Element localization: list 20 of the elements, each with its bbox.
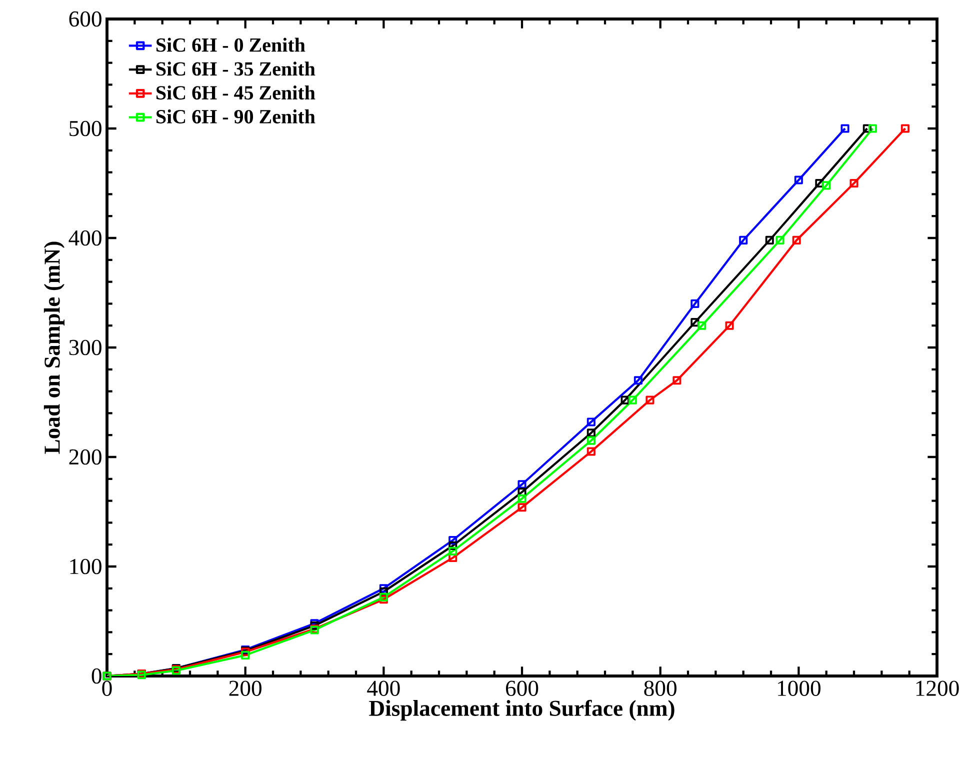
y-tick-label: 200 bbox=[69, 449, 102, 465]
x-tick-label: 1200 bbox=[916, 680, 959, 696]
legend-label: SiC 6H - 0 Zenith bbox=[156, 38, 306, 52]
y-axis-title: Load on Sample (mN) bbox=[44, 242, 64, 454]
x-tick-label: 600 bbox=[506, 680, 538, 696]
x-tick-label: 200 bbox=[229, 680, 262, 696]
y-tick-label: 400 bbox=[68, 230, 102, 246]
y-tick-label: 500 bbox=[70, 120, 102, 136]
x-tick-label: 0 bbox=[102, 680, 112, 696]
y-tick-label: 600 bbox=[69, 11, 102, 27]
y-tick-label: 100 bbox=[70, 558, 102, 574]
x-axis-title: Displacement into Surface (nm) bbox=[369, 700, 674, 721]
x-tick-label: 800 bbox=[644, 680, 676, 696]
y-tick-label: 300 bbox=[69, 340, 102, 356]
y-tick-label: 0 bbox=[92, 668, 102, 684]
x-tick-label: 1000 bbox=[778, 680, 820, 696]
legend-label: SiC 6H - 35 Zenith bbox=[156, 62, 316, 76]
x-tick-label: 400 bbox=[367, 680, 400, 696]
legend-label: SiC 6H - 45 Zenith bbox=[156, 86, 316, 100]
legend-label: SiC 6H - 90 Zenith bbox=[156, 109, 316, 124]
